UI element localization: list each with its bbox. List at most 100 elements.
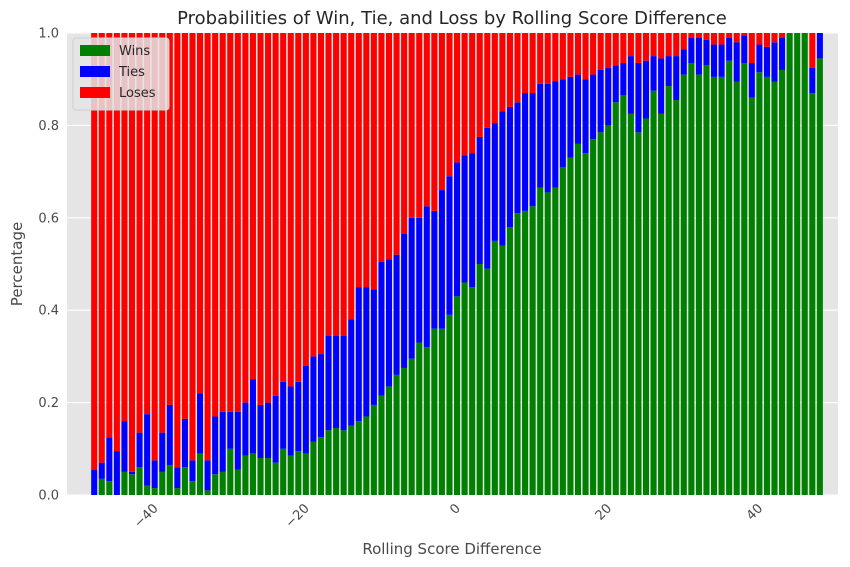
bar-loses <box>423 33 430 207</box>
bar-wins <box>189 481 196 495</box>
bar-wins <box>128 474 136 495</box>
x-tick-label: 0 <box>447 501 463 517</box>
bar-wins <box>559 166 566 496</box>
bar-wins <box>151 488 158 495</box>
bar-ties <box>703 39 710 66</box>
bar-ties <box>166 404 173 465</box>
bar-wins <box>756 72 763 496</box>
bar-ties <box>272 395 279 463</box>
bar-loses <box>711 33 718 45</box>
bar-wins <box>242 455 249 495</box>
bar-ties <box>695 37 702 75</box>
bar-loses <box>733 33 740 43</box>
bar-ties <box>438 190 445 329</box>
bar-ties <box>642 60 650 119</box>
bar-wins <box>590 139 597 495</box>
bar-wins <box>219 471 226 495</box>
bar-ties <box>325 335 332 431</box>
bar-ties <box>733 42 740 82</box>
bar-ties <box>756 44 763 73</box>
bar-ties <box>816 33 823 59</box>
bar-ties <box>559 79 566 167</box>
bar-ties <box>355 287 362 422</box>
bar-loses <box>574 33 581 75</box>
bar-wins <box>370 404 377 495</box>
bar-wins <box>454 296 461 495</box>
bar-ties <box>597 69 604 133</box>
bar-ties <box>544 83 551 193</box>
bar-loses <box>552 33 559 82</box>
bar-ties <box>151 460 158 489</box>
bar-ties <box>378 261 385 396</box>
bar-loses <box>401 33 408 234</box>
bar-ties <box>431 210 438 329</box>
bar-wins <box>665 86 672 495</box>
bar-loses <box>544 33 551 84</box>
bar-ties <box>605 67 612 126</box>
x-axis-label: Rolling Score Difference <box>362 540 541 558</box>
bar-wins <box>121 471 128 495</box>
bar-wins <box>317 437 324 495</box>
bar-loses <box>680 33 687 50</box>
bar-loses <box>113 33 120 452</box>
y-tick-label: 1.0 <box>38 27 59 42</box>
bar-loses <box>506 33 513 107</box>
bar-ties <box>650 56 657 91</box>
bar-wins <box>491 240 498 495</box>
x-tick-label: 40 <box>744 501 766 523</box>
bar-wins <box>522 210 529 495</box>
bar-ties <box>212 416 219 475</box>
bar-loses <box>612 33 619 66</box>
bar-ties <box>317 354 324 438</box>
bar-ties <box>385 259 393 387</box>
bar-wins <box>574 143 581 495</box>
bar-wins <box>212 474 219 495</box>
bar-ties <box>635 63 642 133</box>
bar-ties <box>295 381 302 452</box>
y-tick-label: 0.4 <box>38 304 59 319</box>
bar-loses <box>688 33 695 38</box>
bar-wins <box>499 245 506 495</box>
bar-ties <box>393 254 400 375</box>
bar-loses <box>378 33 385 262</box>
bar-loses <box>227 33 234 412</box>
bar-ties <box>106 437 113 482</box>
bar-wins <box>544 192 551 495</box>
bar-ties <box>159 432 166 472</box>
bar-loses <box>695 33 702 38</box>
bar-ties <box>665 56 672 87</box>
bar-loses <box>454 33 461 163</box>
bar-wins <box>166 464 173 495</box>
y-tick-label: 0.0 <box>38 489 59 504</box>
bar-loses <box>726 33 733 38</box>
bar-ties <box>582 79 589 154</box>
y-tick-label: 0.8 <box>38 119 59 134</box>
bar-loses <box>514 33 521 103</box>
bar-wins <box>204 490 211 495</box>
bar-wins <box>642 118 650 495</box>
bar-wins <box>423 347 430 495</box>
bar-ties <box>574 74 581 144</box>
bar-ties <box>454 162 461 297</box>
bar-wins <box>416 342 423 495</box>
bar-loses <box>204 33 211 461</box>
bar-ties <box>537 83 544 188</box>
bar-wins <box>567 157 574 496</box>
bar-ties <box>658 58 665 114</box>
bar-ties <box>680 49 687 75</box>
bar-loses <box>779 33 786 38</box>
bar-ties <box>204 460 211 491</box>
bar-loses <box>219 33 226 412</box>
bar-wins <box>605 125 612 496</box>
bar-loses <box>91 33 98 470</box>
bar-wins <box>779 69 786 496</box>
bar-loses <box>461 33 468 156</box>
bar-ties <box>136 432 143 468</box>
bar-loses <box>242 33 249 403</box>
bar-loses <box>484 33 491 128</box>
bar-ties <box>280 381 287 449</box>
bar-loses <box>128 33 136 472</box>
bar-ties <box>711 44 718 77</box>
bar-loses <box>499 33 506 112</box>
bar-loses <box>658 33 665 59</box>
